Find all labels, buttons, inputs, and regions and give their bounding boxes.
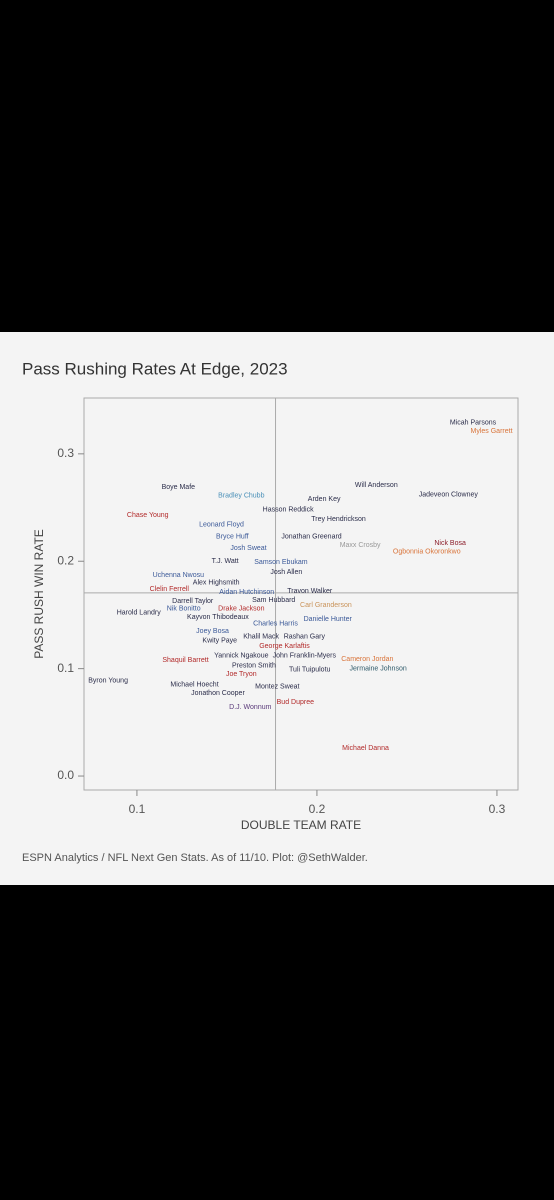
player-label: Byron Young xyxy=(88,677,128,684)
player-label: Joey Bosa xyxy=(196,628,229,635)
card xyxy=(0,332,554,885)
player-label: D.J. Wonnum xyxy=(229,704,271,711)
player-label: Michael Hoecht xyxy=(170,682,218,689)
x-tick-label: 0.2 xyxy=(309,802,326,816)
player-label: Aidan Hutchinson xyxy=(219,589,274,596)
player-label: Kayvon Thibodeaux xyxy=(187,614,249,621)
player-label: Drake Jackson xyxy=(218,605,264,612)
player-label: Leonard Floyd xyxy=(199,522,244,529)
player-label: John Franklin-Myers xyxy=(273,653,337,660)
y-tick-label: 0.2 xyxy=(57,553,74,567)
player-label: Michael Danna xyxy=(342,745,389,752)
player-label: Cameron Jordan xyxy=(341,656,393,663)
player-label: Preston Smith xyxy=(232,662,276,669)
player-label: Micah Parsons xyxy=(450,420,497,427)
player-label: Tuli Tuipulotu xyxy=(289,667,330,674)
player-label: Nick Bosa xyxy=(434,540,466,547)
x-axis-label: DOUBLE TEAM RATE xyxy=(241,818,361,832)
player-label: Chase Young xyxy=(127,512,169,519)
player-label: George Karlaftis xyxy=(259,643,310,650)
player-label: Uchenna Nwosu xyxy=(153,572,204,579)
player-label: Will Anderson xyxy=(355,482,398,489)
player-label: Josh Allen xyxy=(270,569,302,576)
y-tick-label: 0.3 xyxy=(57,446,74,460)
player-label: Harold Landry xyxy=(117,610,161,617)
player-label: Travon Walker xyxy=(287,588,333,595)
y-axis-label: PASS RUSH WIN RATE xyxy=(32,529,46,659)
player-label: Nik Bonitto xyxy=(167,605,201,612)
player-label: T.J. Watt xyxy=(212,558,239,565)
player-label: Danielle Hunter xyxy=(304,616,353,623)
player-label: Jermaine Johnson xyxy=(350,665,407,672)
player-label: Ogbonnia Okoronkwo xyxy=(393,548,461,555)
y-tick-label: 0.1 xyxy=(57,661,74,675)
player-label: Trey Hendrickson xyxy=(311,516,366,523)
player-label: Khalil Mack xyxy=(243,633,279,640)
player-label: Samson Ebukam xyxy=(254,559,307,566)
player-label: Jonathan Greenard xyxy=(281,533,341,540)
player-label: Joe Tryon xyxy=(226,671,257,678)
player-label: Kwity Paye xyxy=(202,638,237,645)
player-label: Bryce Huff xyxy=(216,533,249,540)
player-label: Sam Hubbard xyxy=(252,597,295,604)
y-tick-label: 0.0 xyxy=(57,768,74,782)
player-label: Yannick Ngakoue xyxy=(214,653,268,660)
plot-frame xyxy=(83,397,519,791)
player-label: Jonathon Cooper xyxy=(191,690,245,697)
player-label: Maxx Crosby xyxy=(340,542,381,549)
chart-title: Pass Rushing Rates At Edge, 2023 xyxy=(22,359,288,378)
player-label: Myles Garrett xyxy=(471,428,513,435)
player-label: Darrell Taylor xyxy=(172,598,214,605)
player-label: Shaquil Barrett xyxy=(162,657,208,664)
player-label: Alex Highsmith xyxy=(193,580,240,587)
x-tick-label: 0.3 xyxy=(489,802,506,816)
player-label: Clelin Ferrell xyxy=(150,586,190,593)
player-label: Montez Sweat xyxy=(255,684,299,691)
player-label: Bud Dupree xyxy=(277,699,314,706)
x-tick-label: 0.1 xyxy=(129,802,146,816)
caption: ESPN Analytics / NFL Next Gen Stats. As … xyxy=(22,852,368,864)
player-label: Boye Mafe xyxy=(162,484,196,491)
player-label: Rashan Gary xyxy=(284,633,326,640)
player-label: Carl Granderson xyxy=(300,602,352,609)
player-label: Charles Harris xyxy=(253,620,298,627)
player-label: Bradley Chubb xyxy=(218,493,264,500)
player-label: Hasson Reddick xyxy=(263,507,314,514)
player-label: Josh Sweat xyxy=(230,545,266,552)
player-label: Arden Key xyxy=(308,496,341,503)
player-label: Jadeveon Clowney xyxy=(419,492,479,499)
